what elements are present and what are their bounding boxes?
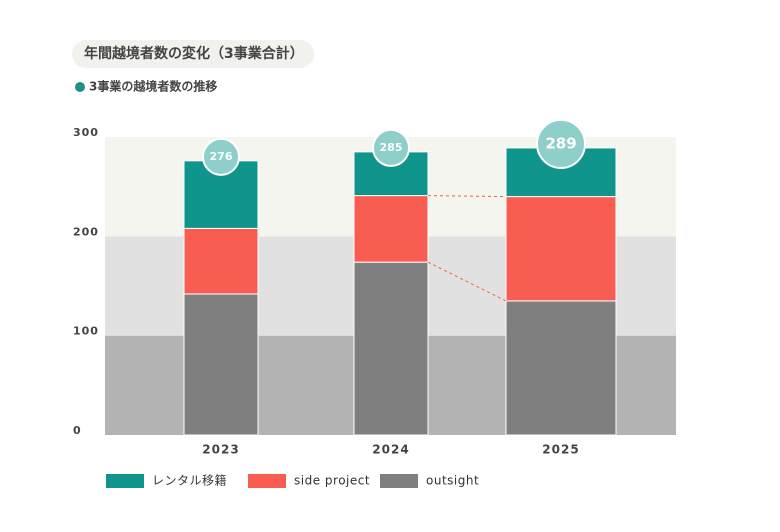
connector (427, 195, 507, 198)
y-tick-label: 100 (73, 325, 99, 338)
legend-label: outsight (426, 474, 479, 488)
y-tick-label: 200 (73, 225, 99, 238)
bar-segment (505, 300, 617, 436)
total-badge (372, 128, 410, 167)
bar-segment (183, 227, 259, 295)
x-tick-label: 2024 (372, 443, 409, 457)
legend-swatch (248, 474, 286, 488)
total-label: 289 (545, 134, 576, 152)
y-tick-label: 300 (73, 126, 99, 139)
x-tick-label: 2025 (542, 443, 579, 457)
y-tick-label: 0 (73, 424, 82, 437)
subtitle-dot (75, 82, 85, 92)
bar-segment (353, 195, 429, 263)
bar-segment (505, 196, 617, 302)
chart-subtitle: 3事業の越境者数の推移 (89, 79, 217, 94)
legend-label: レンタル移籍 (152, 473, 227, 488)
total-label: 285 (380, 141, 403, 154)
legend-label: side project (294, 474, 370, 488)
bar-segment (353, 261, 429, 436)
total-badge (202, 137, 240, 176)
title-pill (72, 40, 314, 68)
x-tick-label: 2023 (202, 443, 239, 457)
legend-swatch (106, 474, 144, 488)
legend-swatch (380, 474, 418, 488)
chart-title: 年間越境者数の変化（3事業合計） (84, 45, 304, 62)
bar-segment (183, 293, 259, 436)
total-label: 276 (210, 150, 233, 163)
total-badge (536, 118, 586, 169)
connector (427, 261, 507, 302)
